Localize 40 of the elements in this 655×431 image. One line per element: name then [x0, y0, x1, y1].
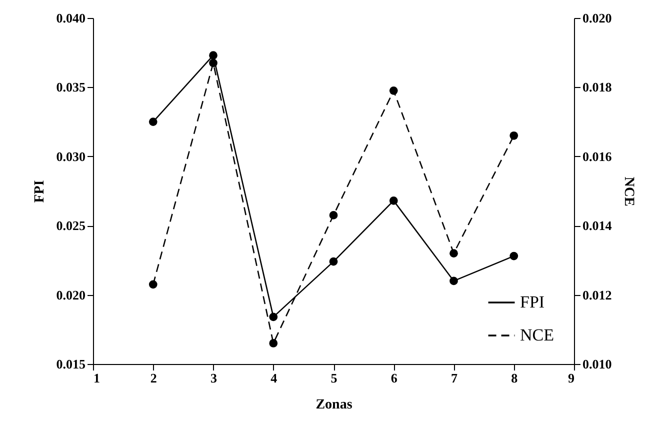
- point: [329, 257, 338, 266]
- point: [450, 276, 458, 286]
- point: [148, 280, 158, 289]
- point: [209, 51, 218, 60]
- y-tick-label: 0.030: [56, 148, 86, 164]
- y2-tick-label: 0.010: [582, 356, 612, 372]
- legend-label: FPI: [520, 292, 545, 312]
- x-tick-label: 3: [210, 370, 218, 386]
- y-tick-label: 0.015: [56, 356, 86, 372]
- y-tick-label: 0.035: [56, 80, 86, 95]
- x-tick-label: 1: [94, 370, 100, 386]
- x-tick-label: 4: [270, 370, 278, 386]
- y2-axis-title: NCE: [620, 176, 636, 206]
- point: [209, 58, 218, 68]
- y2-tick-label: 0.016: [582, 148, 612, 164]
- point: [389, 86, 398, 95]
- y2-tick-label: 0.018: [582, 80, 612, 95]
- x-tick-label: 7: [451, 370, 458, 386]
- x-tick-label: 6: [390, 370, 398, 386]
- point: [450, 249, 458, 258]
- y-tick-label: 0.040: [56, 10, 86, 26]
- y2-tick-label: 0.012: [582, 287, 612, 302]
- point: [510, 252, 518, 260]
- point: [510, 131, 518, 140]
- y-tick-label: 0.020: [56, 287, 86, 302]
- x-axis-title: Zonas: [316, 398, 353, 412]
- y-tick-label: 0.025: [56, 218, 86, 234]
- y2-tick-label: 0.020: [582, 10, 612, 26]
- legend-label: NCE: [520, 326, 554, 344]
- point: [389, 196, 398, 205]
- y-axis-title: FPI: [32, 180, 48, 203]
- point: [269, 339, 278, 348]
- y2-tick-label: 0.014: [582, 218, 612, 234]
- x-tick-label: 5: [330, 370, 338, 386]
- point: [269, 312, 278, 322]
- x-tick-label: 2: [150, 370, 157, 386]
- point: [329, 211, 338, 220]
- x-tick-label: 8: [511, 370, 518, 386]
- point: [148, 118, 158, 126]
- x-tick-label: 9: [568, 370, 575, 386]
